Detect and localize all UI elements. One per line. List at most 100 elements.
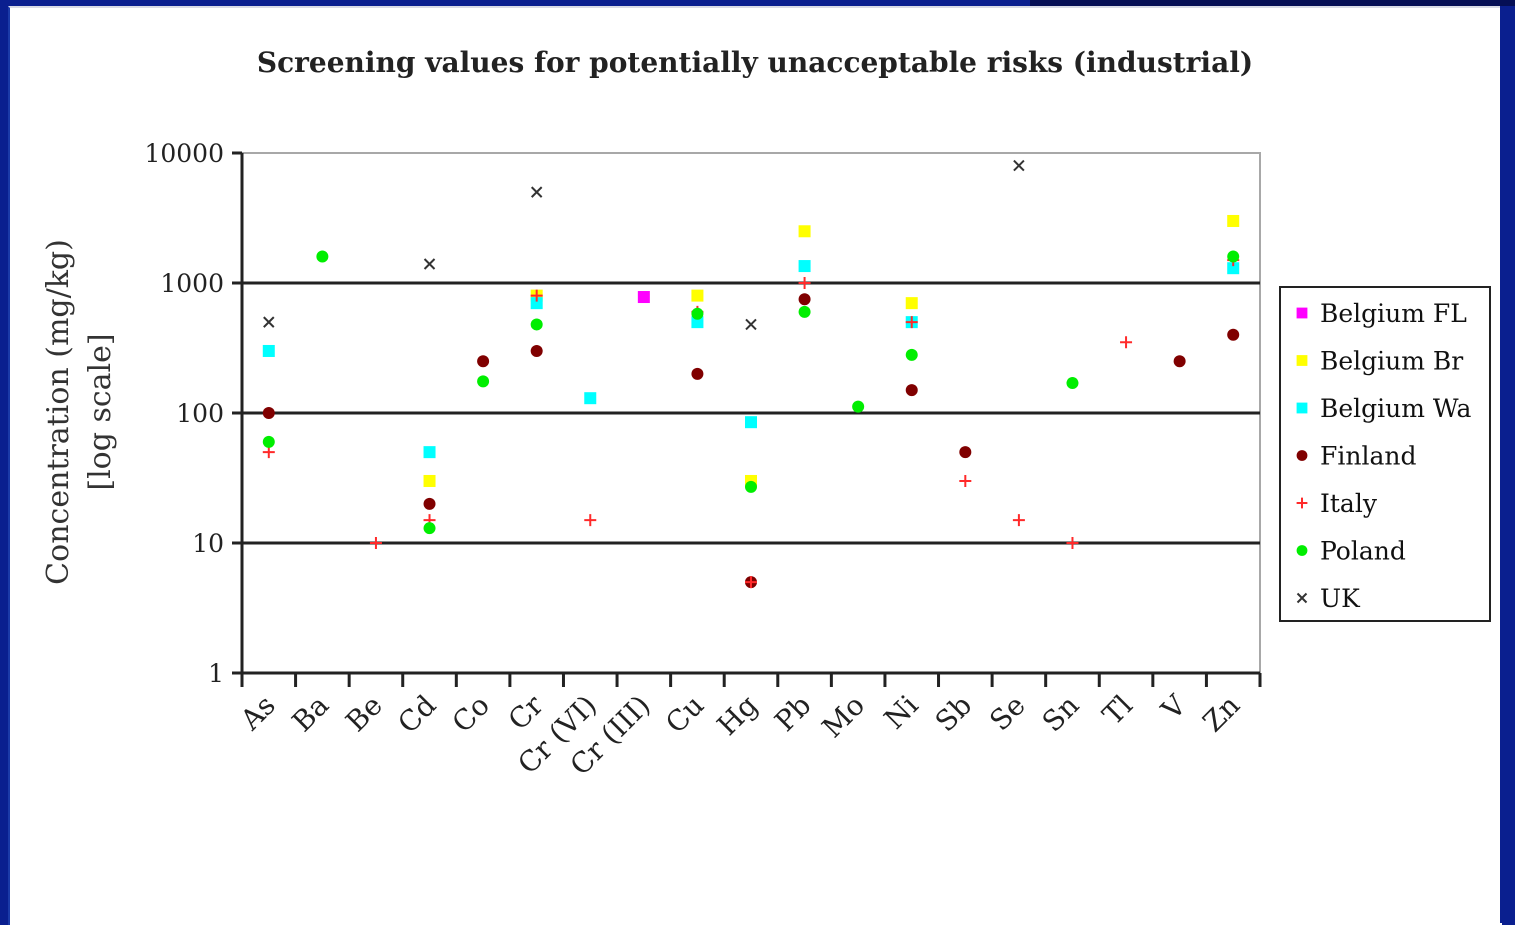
- y-tick-label: 1: [208, 659, 224, 688]
- legend-label-belgium-fl: Belgium FL: [1320, 299, 1467, 328]
- legend-box: [1279, 286, 1491, 622]
- point-finland: [798, 293, 811, 306]
- point-finland: [1173, 355, 1186, 368]
- point-poland: [1066, 377, 1079, 390]
- point-belgium-fl: [637, 291, 650, 304]
- point-italy: [1120, 336, 1133, 349]
- x-category-label: Cd: [391, 689, 442, 740]
- point-finland: [959, 446, 972, 459]
- slide-right-border: [1500, 6, 1515, 923]
- point-belgium-wa: [584, 392, 597, 405]
- y-axis-label-scale: [log scale]: [83, 333, 118, 490]
- point-poland: [1227, 250, 1240, 263]
- x-category-label: Ba: [286, 689, 336, 739]
- y-axis: 1 10 100 1000 10000: [144, 139, 244, 688]
- point-uk: [1013, 159, 1025, 172]
- legend-marker-poland: [1296, 545, 1308, 556]
- x-category-label: Be: [339, 689, 389, 739]
- point-italy: [798, 277, 811, 289]
- legend-marker-italy: [1296, 497, 1308, 509]
- legend-label-uk: UK: [1320, 584, 1361, 613]
- point-finland: [1227, 328, 1240, 341]
- x-category-label: Sb: [929, 689, 979, 739]
- point-italy: [584, 514, 597, 527]
- point-belgium-wa: [530, 297, 543, 310]
- x-category-label: V: [1154, 688, 1193, 727]
- point-belgium-wa: [262, 344, 275, 357]
- legend-label-finland: Finland: [1320, 442, 1416, 471]
- point-belgium-br: [423, 474, 436, 487]
- x-category-label: Ni: [878, 689, 925, 736]
- point-finland: [262, 407, 275, 419]
- point-uk: [423, 258, 436, 270]
- legend-marker-belgium-wa: [1296, 402, 1308, 414]
- point-belgium-wa: [798, 260, 811, 273]
- point-belgium-wa: [691, 316, 704, 329]
- point-poland: [262, 435, 275, 448]
- data-points: [262, 159, 1240, 589]
- point-finland: [691, 367, 704, 380]
- point-finland: [477, 355, 490, 368]
- gridlines: [242, 281, 1260, 545]
- legend-label-belgium-wa: Belgium Wa: [1320, 394, 1471, 423]
- slide-top-accent: [1030, 0, 1515, 6]
- point-belgium-br: [1227, 214, 1240, 227]
- x-category-label: Mo: [816, 689, 872, 745]
- point-belgium-br: [691, 289, 704, 302]
- point-poland: [798, 305, 811, 318]
- point-uk: [530, 186, 543, 198]
- legend-marker-uk: [1296, 592, 1308, 604]
- chart-title: Screening values for potentially unaccep…: [257, 46, 1253, 79]
- slide-frame: [8, 6, 1502, 925]
- point-italy: [530, 289, 543, 302]
- point-poland: [530, 318, 543, 331]
- x-category-label: As: [233, 689, 282, 738]
- legend-label-italy: Italy: [1320, 489, 1378, 518]
- legend-label-belgium-br: Belgium Br: [1320, 347, 1463, 376]
- point-poland: [905, 348, 918, 361]
- x-category-label: Zn: [1196, 689, 1246, 739]
- y-tick-label: 10000: [144, 139, 224, 168]
- point-uk: [263, 316, 275, 328]
- x-category-label: Sn: [1036, 689, 1086, 739]
- point-poland: [423, 522, 436, 535]
- point-italy: [1066, 537, 1079, 549]
- y-tick-label: 100: [176, 399, 224, 428]
- x-category-label: Tl: [1096, 689, 1139, 732]
- x-category-label: Co: [446, 689, 496, 739]
- point-italy: [905, 316, 918, 329]
- point-poland: [477, 375, 490, 388]
- point-italy: [959, 474, 972, 487]
- point-poland: [691, 307, 704, 320]
- point-belgium-wa: [423, 446, 436, 459]
- legend-label-poland: Poland: [1320, 537, 1406, 566]
- point-poland: [745, 480, 757, 493]
- point-poland: [316, 250, 329, 263]
- y-tick-label: 10: [192, 529, 224, 558]
- point-finland: [530, 344, 543, 357]
- point-belgium-br: [798, 225, 811, 238]
- legend-marker-belgium-fl: [1296, 307, 1308, 319]
- legend: Belgium FL Belgium Br Belgium Wa Finland Ita…: [1279, 286, 1491, 622]
- point-italy: [262, 446, 275, 459]
- point-belgium-wa: [1227, 262, 1240, 275]
- point-italy: [369, 537, 382, 549]
- legend-marker-belgium-br: [1296, 355, 1308, 366]
- y-axis-label: Concentration (mg/kg): [41, 239, 76, 585]
- point-uk: [745, 318, 757, 331]
- point-belgium-wa: [745, 416, 757, 429]
- x-category-label: Se: [983, 689, 1032, 738]
- legend-marker-finland: [1296, 450, 1308, 461]
- point-belgium-br: [905, 297, 918, 310]
- x-category-label: Cu: [659, 689, 710, 740]
- x-category-label: Pb: [768, 689, 817, 738]
- point-poland: [852, 400, 865, 413]
- point-italy: [1012, 514, 1025, 527]
- point-finland: [423, 497, 436, 510]
- point-italy: [745, 576, 757, 589]
- y-tick-label: 1000: [160, 269, 224, 298]
- x-category-label: Hg: [711, 689, 764, 742]
- point-finland: [905, 384, 918, 397]
